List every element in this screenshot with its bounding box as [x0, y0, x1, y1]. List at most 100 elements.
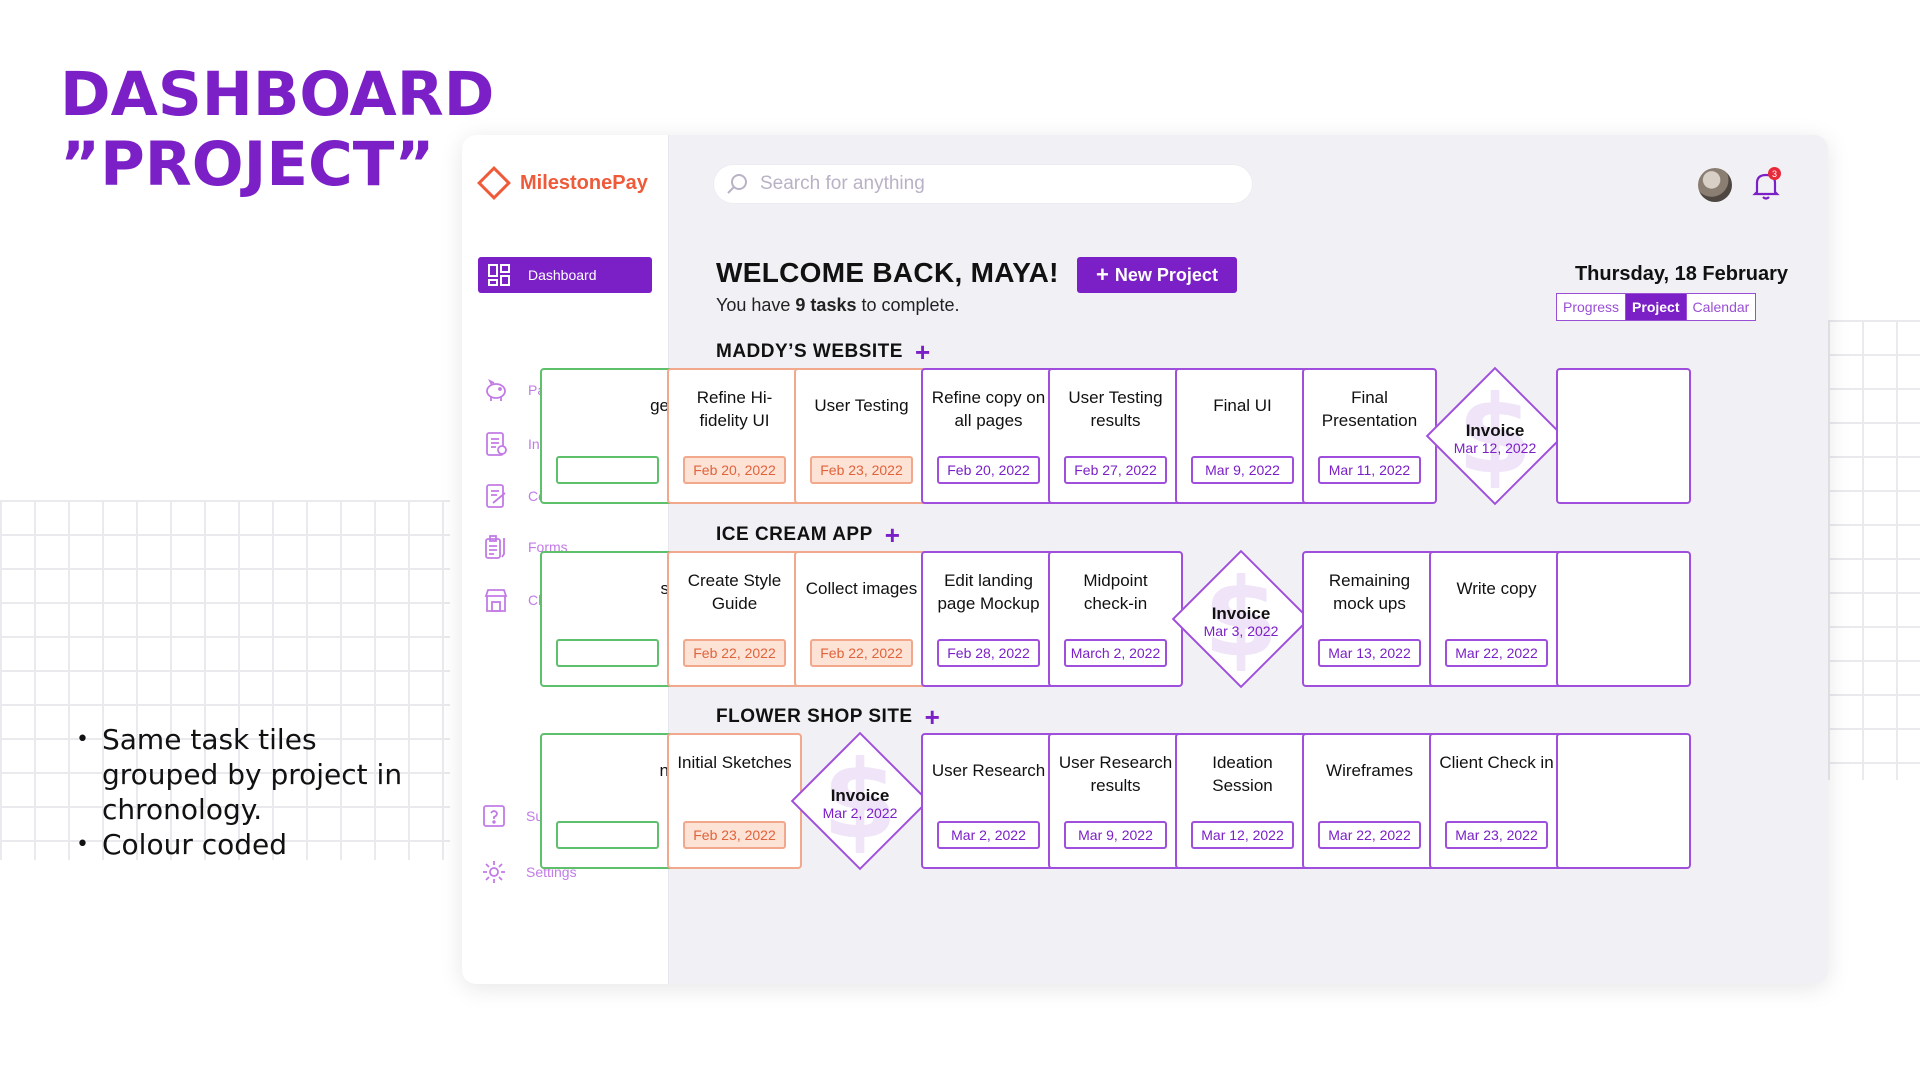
task-tile[interactable]: Remaining mock ups Mar 13, 2022	[1302, 551, 1437, 687]
task-name: s	[660, 579, 670, 598]
diamond-logo-icon	[477, 166, 511, 200]
task-name: Final UI	[1213, 396, 1272, 415]
task-tile[interactable]: User Testing Feb 23, 2022	[794, 368, 929, 504]
new-project-label: New Project	[1114, 264, 1218, 285]
task-date: Feb 23, 2022	[683, 821, 786, 849]
task-tile[interactable]: Final UI Mar 9, 2022	[1175, 368, 1310, 504]
project-heading: MADDY’S WEBSITE +	[716, 337, 931, 367]
invoice-date: Mar 3, 2022	[1203, 623, 1279, 639]
task-tile[interactable]: Initial Sketches Feb 23, 2022	[667, 733, 802, 869]
slide-bullets: Same task tiles grouped by project in ch…	[72, 722, 432, 862]
task-name: Collect images	[805, 579, 918, 598]
task-tile[interactable]: User Research results Mar 9, 2022	[1048, 733, 1183, 869]
task-date: Mar 9, 2022	[1191, 456, 1294, 484]
invoice-milestone[interactable]: $ Invoice Mar 2, 2022	[790, 731, 930, 871]
task-date: Feb 20, 2022	[937, 456, 1040, 484]
task-summary-suffix: to complete.	[856, 295, 960, 315]
task-name: Create Style Guide	[687, 571, 782, 613]
task-tile[interactable]: Midpoint check-in March 2, 2022	[1048, 551, 1183, 687]
invoice-milestone[interactable]: $ Invoice Mar 3, 2022	[1171, 549, 1311, 689]
task-name: Edit landing page Mockup	[937, 571, 1040, 613]
task-date: Feb 22, 2022	[683, 639, 786, 667]
task-name: Refine copy on all pages	[931, 388, 1046, 430]
invoice-date: Mar 12, 2022	[1453, 440, 1537, 456]
app-window: MilestonePay Dashboard Payments Invoices…	[462, 135, 1828, 984]
task-tile-partial[interactable]	[1556, 733, 1691, 869]
task-date: Feb 20, 2022	[683, 456, 786, 484]
project-heading: FLOWER SHOP SITE +	[716, 702, 941, 732]
task-tile[interactable]: Write copy Mar 22, 2022	[1429, 551, 1564, 687]
task-tile-partial[interactable]	[1556, 551, 1691, 687]
task-tile-partial[interactable]: s	[540, 551, 675, 687]
dollar-icon: $	[1203, 556, 1279, 681]
task-name: Write copy	[1456, 579, 1537, 598]
task-name: Ideation Session	[1212, 753, 1273, 795]
task-tile[interactable]: Client Check in Mar 23, 2022	[1429, 733, 1564, 869]
bullet-item: Colour coded	[76, 827, 432, 862]
bell-icon[interactable]	[1751, 169, 1781, 201]
task-date: Mar 13, 2022	[1318, 639, 1421, 667]
help-icon	[480, 802, 508, 830]
invoice-icon	[482, 430, 510, 458]
tab-project[interactable]: Project	[1625, 294, 1686, 320]
gear-icon	[480, 858, 508, 886]
invoice-milestone[interactable]: $ Invoice Mar 12, 2022	[1425, 366, 1565, 506]
invoice-label: Invoice	[1465, 421, 1525, 440]
new-project-button[interactable]: + New Project	[1077, 257, 1237, 293]
task-tile-partial[interactable]: ge	[540, 368, 675, 504]
task-name: Initial Sketches	[677, 753, 792, 772]
add-task-button[interactable]: +	[884, 520, 901, 550]
task-tile[interactable]: User Testing results Feb 27, 2022	[1048, 368, 1183, 504]
search-icon	[724, 171, 750, 197]
project-heading: ICE CREAM APP +	[716, 520, 901, 550]
task-date: Mar 23, 2022	[1445, 821, 1548, 849]
task-tile[interactable]: Collect images Feb 22, 2022	[794, 551, 929, 687]
task-date: Feb 22, 2022	[810, 639, 913, 667]
plus-icon: +	[1096, 262, 1109, 287]
add-task-button[interactable]: +	[914, 337, 931, 367]
invoice-date: Mar 2, 2022	[822, 805, 898, 821]
task-name: Final Presentation	[1321, 388, 1418, 430]
task-count: 9 tasks	[795, 295, 857, 315]
avatar[interactable]	[1698, 168, 1732, 202]
task-date: Feb 23, 2022	[810, 456, 913, 484]
task-tile[interactable]: Refine copy on all pages Feb 20, 2022	[921, 368, 1056, 504]
piggy-bank-icon	[482, 376, 510, 404]
search-bar[interactable]	[714, 165, 1252, 203]
task-tile[interactable]: Ideation Session Mar 12, 2022	[1175, 733, 1310, 869]
store-icon	[482, 586, 510, 614]
task-summary: You have 9 tasks to complete.	[716, 295, 960, 316]
welcome-heading: WELCOME BACK, MAYA!	[716, 257, 1059, 288]
task-tile[interactable]: Refine Hi-fidelity UI Feb 20, 2022	[667, 368, 802, 504]
task-date-partial	[556, 639, 659, 667]
sidebar-item-label: Dashboard	[528, 267, 597, 283]
brand-name: MilestonePay	[520, 171, 648, 194]
notification-badge: 3	[1768, 167, 1781, 180]
task-name: User Testing results	[1068, 388, 1163, 430]
brand-logo[interactable]: MilestonePay	[477, 166, 648, 200]
task-tile[interactable]: Final Presentation Mar 11, 2022	[1302, 368, 1437, 504]
tab-calendar[interactable]: Calendar	[1685, 294, 1756, 320]
task-tile[interactable]: User Research Mar 2, 2022	[921, 733, 1056, 869]
tab-progress[interactable]: Progress	[1557, 294, 1626, 320]
task-tile[interactable]: Wireframes Mar 22, 2022	[1302, 733, 1437, 869]
sidebar-item-dashboard[interactable]: Dashboard	[478, 257, 652, 293]
task-tile-partial[interactable]: n	[540, 733, 675, 869]
search-input[interactable]	[758, 172, 1222, 196]
slide-title-line1: DASHBOARD	[60, 59, 495, 130]
task-date-partial	[556, 821, 659, 849]
task-tile[interactable]: Edit landing page Mockup Feb 28, 2022	[921, 551, 1056, 687]
task-name: ge	[650, 396, 669, 415]
task-name: Refine Hi-fidelity UI	[696, 388, 773, 430]
task-name: Wireframes	[1326, 761, 1413, 780]
add-task-button[interactable]: +	[924, 702, 941, 732]
task-date: Mar 22, 2022	[1445, 639, 1548, 667]
dollar-icon: $	[1457, 373, 1533, 498]
task-tile-partial[interactable]	[1556, 368, 1691, 504]
contract-icon	[482, 482, 510, 510]
task-tile[interactable]: Create Style Guide Feb 22, 2022	[667, 551, 802, 687]
task-date-partial	[556, 456, 659, 484]
invoice-label: Invoice	[1211, 604, 1271, 623]
slide-title-line2: ”PROJECT”	[60, 129, 435, 200]
task-name: User Research results	[1058, 753, 1173, 795]
